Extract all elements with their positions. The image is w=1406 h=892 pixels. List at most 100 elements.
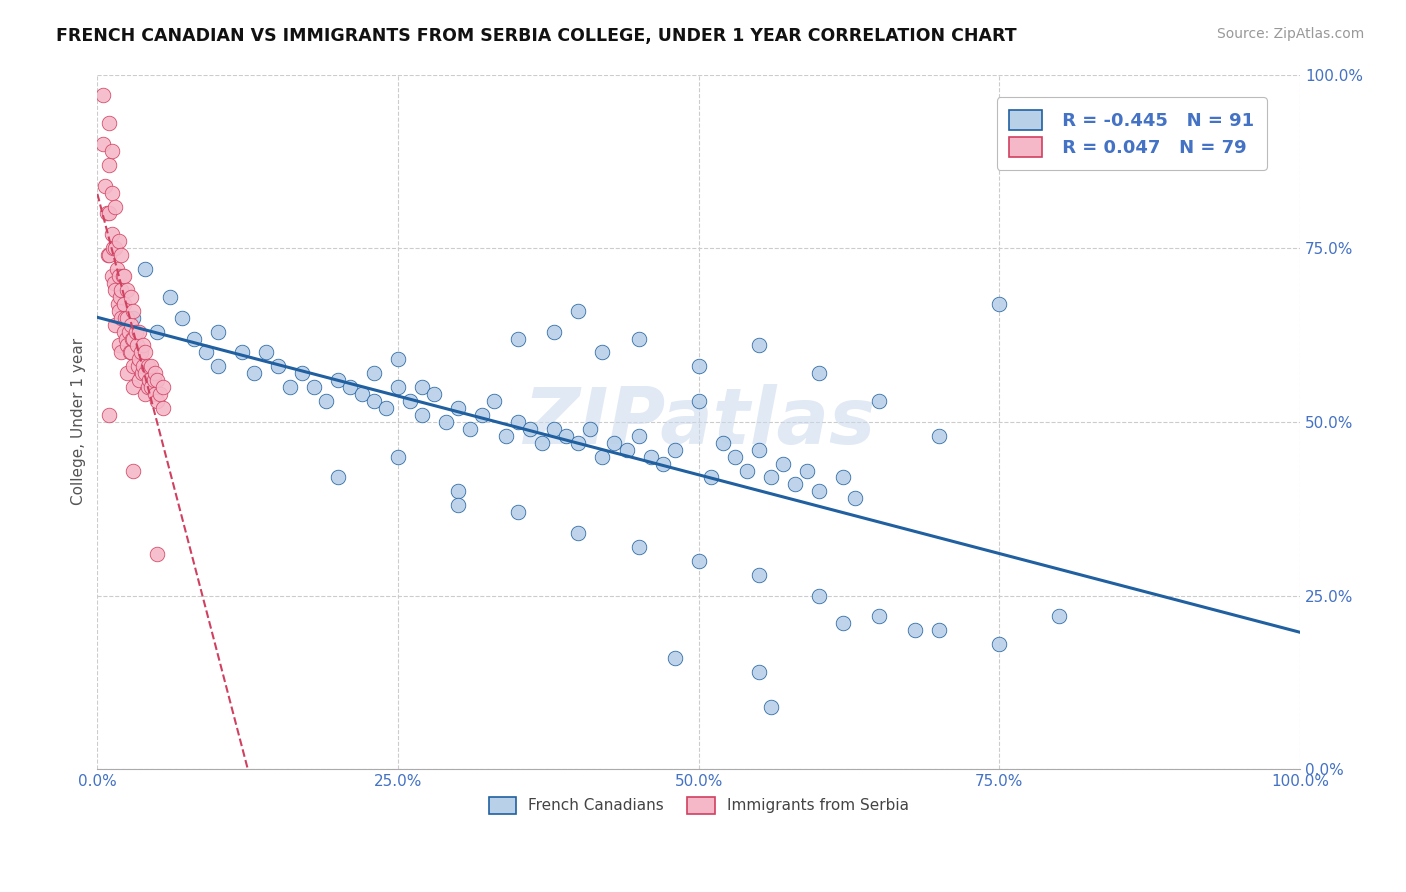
Text: Source: ZipAtlas.com: Source: ZipAtlas.com [1216, 27, 1364, 41]
Point [688, 359, 710, 374]
Point [555, 429, 578, 443]
Point [122, 303, 145, 318]
Point [117, 325, 139, 339]
Point [267, 359, 290, 374]
Point [508, 332, 530, 346]
Point [411, 408, 433, 422]
Point [399, 394, 422, 409]
Point [411, 380, 433, 394]
Point [112, 268, 135, 283]
Point [904, 624, 927, 638]
Point [531, 435, 554, 450]
Point [125, 338, 148, 352]
Point [458, 422, 481, 436]
Point [136, 380, 159, 394]
Point [98, 158, 121, 172]
Point [101, 186, 124, 200]
Point [98, 116, 121, 130]
Point [108, 234, 131, 248]
Point [117, 283, 139, 297]
Point [131, 366, 153, 380]
Text: ZIPatlas: ZIPatlas [523, 384, 875, 460]
Point [128, 352, 150, 367]
Point [627, 429, 650, 443]
Point [103, 276, 125, 290]
Point [688, 394, 710, 409]
Point [101, 268, 124, 283]
Point [128, 373, 150, 387]
Point [170, 310, 193, 325]
Point [121, 332, 143, 346]
Point [664, 442, 686, 457]
Point [375, 401, 398, 415]
Point [152, 380, 174, 394]
Point [988, 637, 1011, 651]
Point [142, 373, 165, 387]
Point [326, 470, 349, 484]
Point [104, 241, 127, 255]
Point [928, 624, 950, 638]
Point [844, 491, 866, 506]
Point [117, 338, 139, 352]
Point [832, 470, 855, 484]
Point [110, 248, 132, 262]
Y-axis label: College, Under 1 year: College, Under 1 year [72, 338, 86, 506]
Point [363, 366, 385, 380]
Point [112, 297, 135, 311]
Point [627, 332, 650, 346]
Point [796, 464, 818, 478]
Point [278, 380, 301, 394]
Point [447, 498, 470, 512]
Point [688, 554, 710, 568]
Point [508, 415, 530, 429]
Point [231, 345, 253, 359]
Point [339, 380, 361, 394]
Point [543, 325, 565, 339]
Point [592, 345, 614, 359]
Point [579, 422, 602, 436]
Point [627, 540, 650, 554]
Point [988, 297, 1011, 311]
Point [616, 442, 638, 457]
Point [291, 366, 314, 380]
Point [146, 394, 169, 409]
Point [242, 366, 264, 380]
Point [134, 345, 156, 359]
Point [423, 387, 446, 401]
Point [117, 310, 139, 325]
Point [132, 359, 155, 374]
Point [363, 394, 385, 409]
Point [146, 547, 169, 561]
Point [772, 457, 794, 471]
Point [711, 435, 734, 450]
Point [96, 206, 118, 220]
Point [108, 268, 131, 283]
Point [101, 144, 124, 158]
Point [748, 567, 770, 582]
Legend: French Canadians, Immigrants from Serbia: French Canadians, Immigrants from Serbia [478, 786, 920, 824]
Point [928, 429, 950, 443]
Point [107, 297, 129, 311]
Point [759, 470, 782, 484]
Point [748, 338, 770, 352]
Point [567, 526, 589, 541]
Point [603, 435, 626, 450]
Point [134, 387, 156, 401]
Point [447, 484, 470, 499]
Point [134, 262, 156, 277]
Point [567, 435, 589, 450]
Point [104, 200, 127, 214]
Point [159, 290, 181, 304]
Point [132, 338, 155, 352]
Point [122, 380, 145, 394]
Point [128, 325, 150, 339]
Point [832, 616, 855, 631]
Point [302, 380, 325, 394]
Point [108, 303, 131, 318]
Point [807, 484, 830, 499]
Point [114, 310, 136, 325]
Point [120, 290, 142, 304]
Point [207, 325, 229, 339]
Point [98, 206, 121, 220]
Point [98, 408, 121, 422]
